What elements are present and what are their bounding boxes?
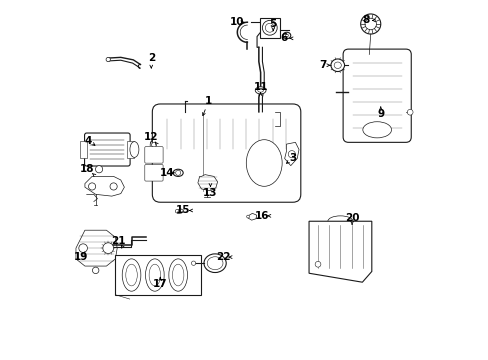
Polygon shape <box>308 221 371 282</box>
Ellipse shape <box>203 254 226 273</box>
Ellipse shape <box>330 59 344 72</box>
Circle shape <box>106 57 110 62</box>
Polygon shape <box>76 230 117 266</box>
Ellipse shape <box>130 141 139 157</box>
Text: 10: 10 <box>230 17 244 27</box>
Text: 12: 12 <box>144 132 158 142</box>
Text: 17: 17 <box>153 279 167 289</box>
FancyBboxPatch shape <box>152 104 300 202</box>
Ellipse shape <box>172 264 183 286</box>
FancyBboxPatch shape <box>144 165 163 181</box>
Text: 4: 4 <box>84 136 92 145</box>
Polygon shape <box>175 209 183 214</box>
Ellipse shape <box>168 259 187 291</box>
Ellipse shape <box>257 89 263 92</box>
Ellipse shape <box>255 87 265 94</box>
Text: 11: 11 <box>253 82 267 92</box>
Text: 18: 18 <box>80 164 95 174</box>
Text: 6: 6 <box>280 33 287 43</box>
FancyBboxPatch shape <box>84 133 130 166</box>
Ellipse shape <box>262 21 277 35</box>
Bar <box>127 140 133 158</box>
Text: 19: 19 <box>74 252 88 262</box>
Circle shape <box>314 261 320 267</box>
Circle shape <box>287 150 295 158</box>
Circle shape <box>151 154 156 159</box>
Text: 16: 16 <box>254 211 268 221</box>
Circle shape <box>246 215 249 218</box>
Circle shape <box>151 142 156 147</box>
Text: 7: 7 <box>319 60 326 70</box>
Text: 20: 20 <box>344 213 359 222</box>
Circle shape <box>102 243 113 253</box>
Circle shape <box>110 183 117 190</box>
Ellipse shape <box>125 264 137 286</box>
Circle shape <box>88 183 96 190</box>
Circle shape <box>92 267 99 274</box>
Bar <box>115 255 201 295</box>
Text: 21: 21 <box>111 236 125 246</box>
Text: 1: 1 <box>204 96 212 106</box>
Ellipse shape <box>207 257 223 270</box>
Circle shape <box>191 261 195 265</box>
Polygon shape <box>247 213 256 220</box>
Circle shape <box>364 18 376 30</box>
Ellipse shape <box>246 140 282 186</box>
Ellipse shape <box>265 23 274 32</box>
Ellipse shape <box>285 34 288 37</box>
Text: 22: 22 <box>215 252 230 262</box>
Polygon shape <box>85 176 124 196</box>
Text: 14: 14 <box>160 168 174 178</box>
Circle shape <box>79 244 87 252</box>
Text: 15: 15 <box>176 206 190 216</box>
Circle shape <box>175 210 179 213</box>
Bar <box>80 140 87 158</box>
Ellipse shape <box>149 264 160 286</box>
Text: 5: 5 <box>269 19 276 29</box>
FancyBboxPatch shape <box>343 49 410 142</box>
Ellipse shape <box>145 259 164 291</box>
Polygon shape <box>284 142 298 166</box>
Text: 8: 8 <box>362 15 369 26</box>
Text: 2: 2 <box>147 53 155 63</box>
Text: 13: 13 <box>203 188 217 198</box>
Polygon shape <box>198 175 217 191</box>
Bar <box>260 18 279 38</box>
Circle shape <box>95 166 102 173</box>
Text: 3: 3 <box>289 153 296 163</box>
Ellipse shape <box>122 259 141 291</box>
Circle shape <box>360 14 380 34</box>
Ellipse shape <box>333 62 341 68</box>
FancyBboxPatch shape <box>144 147 163 163</box>
Ellipse shape <box>173 169 183 176</box>
Circle shape <box>105 243 110 248</box>
Text: 9: 9 <box>376 109 384 119</box>
Circle shape <box>175 170 180 175</box>
Ellipse shape <box>362 122 391 138</box>
Circle shape <box>407 109 412 115</box>
Ellipse shape <box>282 32 290 39</box>
